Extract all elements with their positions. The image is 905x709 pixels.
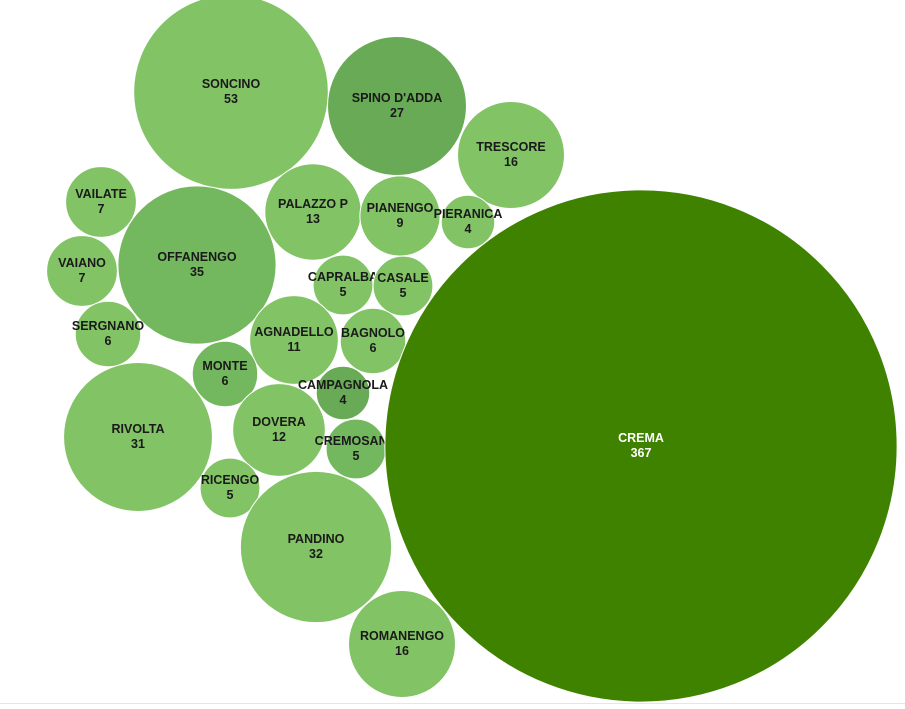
bubble-value: 7 (98, 202, 105, 216)
bubble-value: 12 (272, 430, 286, 444)
bubble-label: CASALE (377, 271, 428, 285)
bubble-circle[interactable] (372, 255, 434, 317)
bubble-label: TRESCORE (476, 140, 545, 154)
bubble-circle[interactable] (199, 457, 261, 519)
bubble-label: RICENGO (201, 473, 260, 487)
bubble-circle[interactable] (46, 235, 118, 307)
bubble-value: 53 (224, 92, 238, 106)
bubble-value: 5 (340, 285, 347, 299)
bubble-label: CREMOSANO (315, 434, 398, 448)
bubble-palazzo-p[interactable]: PALAZZO P13 (264, 163, 362, 261)
bubble-circle[interactable] (65, 166, 137, 238)
bubble-circle[interactable] (339, 307, 407, 375)
bubble-circle[interactable] (63, 362, 213, 512)
bubble-value: 5 (353, 449, 360, 463)
bubble-circle[interactable] (191, 340, 259, 408)
bubble-label: SPINO D'ADDA (352, 91, 442, 105)
bubble-circle[interactable] (239, 470, 393, 624)
bubble-value: 9 (397, 216, 404, 230)
bubble-value: 27 (390, 106, 404, 120)
bubble-circle[interactable] (117, 185, 277, 345)
bubble-label: SONCINO (202, 77, 261, 91)
bubble-value: 7 (79, 271, 86, 285)
bubble-circle[interactable] (74, 300, 142, 368)
bubble-value: 32 (309, 547, 323, 561)
bubble-label: MONTE (202, 359, 247, 373)
bubble-label: BAGNOLO (341, 326, 405, 340)
bubble-circle[interactable] (440, 194, 496, 250)
bubble-label: CAMPAGNOLA (298, 378, 388, 392)
bubble-value: 4 (340, 393, 347, 407)
bubble-value: 5 (227, 488, 234, 502)
bubble-circle[interactable] (348, 590, 456, 698)
bubble-label: PIANENGO (367, 201, 434, 215)
bubble-label: CAPRALBA (308, 270, 378, 284)
bubble-circle[interactable] (133, 0, 329, 190)
bubble-circle[interactable] (232, 383, 326, 477)
bubble-circle[interactable] (249, 295, 339, 385)
bubble-label: ROMANENGO (360, 629, 444, 643)
bubble-value: 35 (190, 265, 204, 279)
bubble-value: 11 (287, 340, 300, 354)
bubble-value: 16 (504, 155, 518, 169)
bubble-label: VAIANO (58, 256, 106, 270)
bubble-label: CREMA (618, 431, 664, 445)
bubble-value: 13 (306, 212, 320, 226)
bubble-label: PALAZZO P (278, 197, 348, 211)
bubble-value: 6 (105, 334, 112, 348)
bubble-label: DOVERA (252, 415, 305, 429)
bubble-label: RIVOLTA (111, 422, 164, 436)
bottom-divider (0, 703, 905, 704)
bubble-value: 4 (465, 222, 472, 236)
bubble-label: PANDINO (288, 532, 345, 546)
bubble-value: 16 (395, 644, 409, 658)
bubble-circle[interactable] (457, 101, 565, 209)
bubble-circle[interactable] (384, 189, 898, 703)
bubble-value: 367 (631, 446, 652, 460)
bubble-label: PIERANICA (434, 207, 503, 221)
bubble-value: 5 (400, 286, 407, 300)
bubble-label: SERGNANO (72, 319, 145, 333)
bubble-value: 31 (131, 437, 145, 451)
bubble-value: 6 (222, 374, 229, 388)
bubble-label: VAILATE (75, 187, 127, 201)
bubble-label: AGNADELLO (254, 325, 333, 339)
bubble-circle[interactable] (315, 365, 371, 421)
bubble-circle[interactable] (327, 36, 467, 176)
bubble-value: 6 (370, 341, 377, 355)
bubble-label: OFFANENGO (157, 250, 236, 264)
